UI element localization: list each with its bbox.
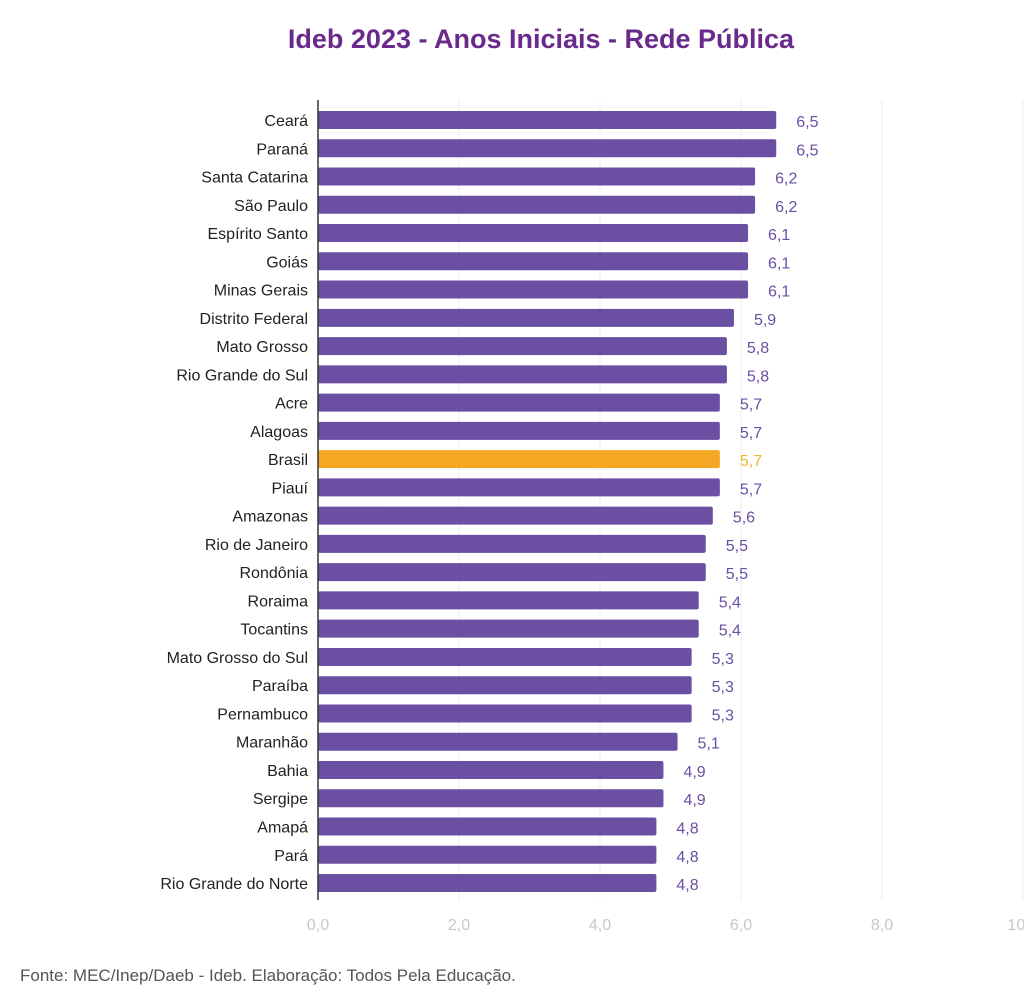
bar — [318, 619, 699, 638]
bar — [318, 224, 749, 243]
bar — [318, 676, 692, 695]
data-label: 6,1 — [768, 284, 790, 301]
category-label: Mato Grosso — [216, 339, 308, 356]
category-label: Maranhão — [236, 735, 308, 752]
category-label: Ceará — [264, 113, 308, 130]
bar — [318, 704, 692, 723]
category-label: Amapá — [257, 820, 308, 837]
data-label: 5,7 — [740, 397, 762, 414]
category-label: Distrito Federal — [200, 311, 308, 328]
data-label: 5,6 — [733, 510, 755, 527]
data-label: 5,7 — [740, 425, 762, 442]
data-label: 4,9 — [683, 792, 705, 809]
bar — [318, 506, 713, 525]
category-label: Amazonas — [232, 509, 308, 526]
category-label: Goiás — [266, 254, 308, 271]
data-label: 4,8 — [676, 877, 698, 894]
data-label: 5,4 — [719, 623, 741, 640]
bar — [318, 760, 664, 779]
data-label: 5,3 — [712, 707, 734, 724]
data-label: 4,8 — [676, 849, 698, 866]
category-label: Sergipe — [253, 791, 308, 808]
bar — [318, 817, 657, 836]
bar — [318, 337, 727, 356]
category-label: Rio Grande do Norte — [160, 876, 308, 893]
bar — [318, 280, 749, 299]
x-tick-label: 0,0 — [307, 917, 329, 934]
data-label: 5,8 — [747, 340, 769, 357]
category-label: Rio de Janeiro — [205, 537, 308, 554]
category-label: Alagoas — [250, 424, 308, 441]
category-label: Roraima — [248, 593, 309, 610]
category-label: Tocantins — [240, 622, 308, 639]
bar — [318, 167, 756, 186]
source-note: Fonte: MEC/Inep/Daeb - Ideb. Elaboração:… — [20, 966, 516, 985]
x-tick-label: 2,0 — [448, 917, 470, 934]
chart-title: Ideb 2023 - Anos Iniciais - Rede Pública — [287, 24, 795, 54]
category-label: Pará — [274, 848, 308, 865]
category-label: Bahia — [267, 763, 308, 780]
data-label: 5,4 — [719, 594, 741, 611]
bar — [318, 789, 664, 808]
bar — [318, 421, 720, 440]
bar — [318, 591, 699, 610]
bar — [318, 365, 727, 384]
data-label: 6,5 — [796, 114, 818, 131]
bar — [318, 563, 706, 582]
category-label: Espírito Santo — [208, 226, 309, 243]
x-tick-label: 4,0 — [589, 917, 611, 934]
category-label: Minas Gerais — [214, 283, 308, 300]
data-label: 6,1 — [768, 227, 790, 244]
bar — [318, 874, 657, 893]
bar — [318, 478, 720, 497]
category-label: Rondônia — [240, 565, 309, 582]
bar — [318, 252, 749, 271]
category-label: Piauí — [272, 480, 309, 497]
data-label: 6,5 — [796, 142, 818, 159]
data-label: 5,3 — [712, 679, 734, 696]
data-label: 6,1 — [768, 255, 790, 272]
x-tick-label: 8,0 — [871, 917, 893, 934]
bar — [318, 195, 756, 214]
bar — [318, 111, 777, 129]
data-label: 6,2 — [775, 171, 797, 188]
bar — [318, 845, 657, 864]
data-label: 5,3 — [712, 651, 734, 668]
data-label: 4,8 — [676, 821, 698, 838]
data-label: 5,1 — [698, 736, 720, 753]
data-label: 6,2 — [775, 199, 797, 216]
bar — [318, 139, 777, 158]
data-label: 5,5 — [726, 538, 748, 555]
category-label: Pernambuco — [217, 706, 308, 723]
x-tick-label: 10,0 — [1007, 917, 1024, 934]
category-label: Santa Catarina — [201, 170, 308, 187]
data-label: 5,7 — [740, 481, 762, 498]
category-label: Acre — [275, 396, 308, 413]
data-label: 4,9 — [683, 764, 705, 781]
bar — [318, 308, 734, 327]
bar — [318, 534, 706, 553]
bar — [318, 647, 692, 666]
data-label: 5,8 — [747, 368, 769, 385]
category-label: Mato Grosso do Sul — [167, 650, 308, 667]
category-label: Paraná — [256, 141, 308, 158]
bar — [318, 450, 720, 469]
data-label: 5,9 — [754, 312, 776, 329]
bar — [318, 393, 720, 412]
category-label: Paraíba — [252, 678, 308, 695]
category-label: São Paulo — [234, 198, 308, 215]
data-label: 5,5 — [726, 566, 748, 583]
category-label: Brasil — [268, 452, 308, 469]
data-label: 5,7 — [740, 453, 762, 470]
category-label: Rio Grande do Sul — [176, 367, 308, 384]
bar — [318, 732, 678, 751]
x-tick-label: 6,0 — [730, 917, 752, 934]
